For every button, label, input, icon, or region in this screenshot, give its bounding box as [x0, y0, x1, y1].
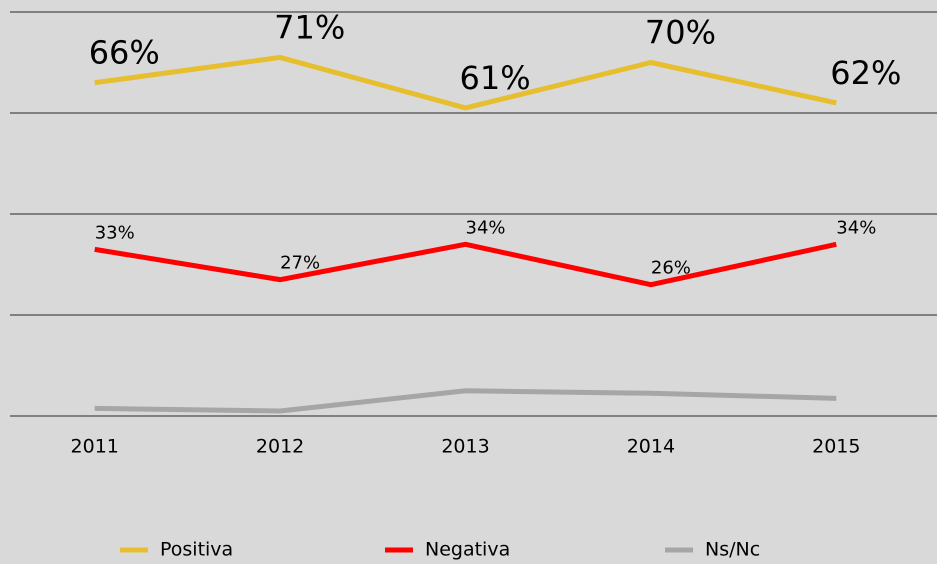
data-label: 26% [651, 258, 691, 279]
data-label: 61% [460, 59, 531, 97]
x-tick-label: 2011 [71, 436, 119, 458]
data-label: 66% [89, 34, 160, 72]
data-label: 34% [836, 217, 876, 238]
x-tick-label: 2015 [812, 436, 860, 458]
data-label: 33% [95, 222, 135, 243]
data-label: 70% [645, 14, 716, 52]
legend-label: Positiva [160, 539, 233, 561]
legend-label: Ns/Nc [705, 539, 760, 561]
series-line [94, 388, 837, 414]
x-tick-label: 2013 [441, 436, 489, 458]
data-label: 62% [830, 54, 901, 92]
x-tick-label: 2012 [256, 436, 304, 458]
series-line [94, 241, 837, 288]
legend-label: Negativa [425, 539, 510, 561]
series-line [94, 54, 837, 111]
data-label: 71% [274, 8, 345, 46]
data-label: 27% [280, 253, 320, 274]
x-tick-label: 2014 [627, 436, 675, 458]
data-label: 34% [466, 217, 506, 238]
